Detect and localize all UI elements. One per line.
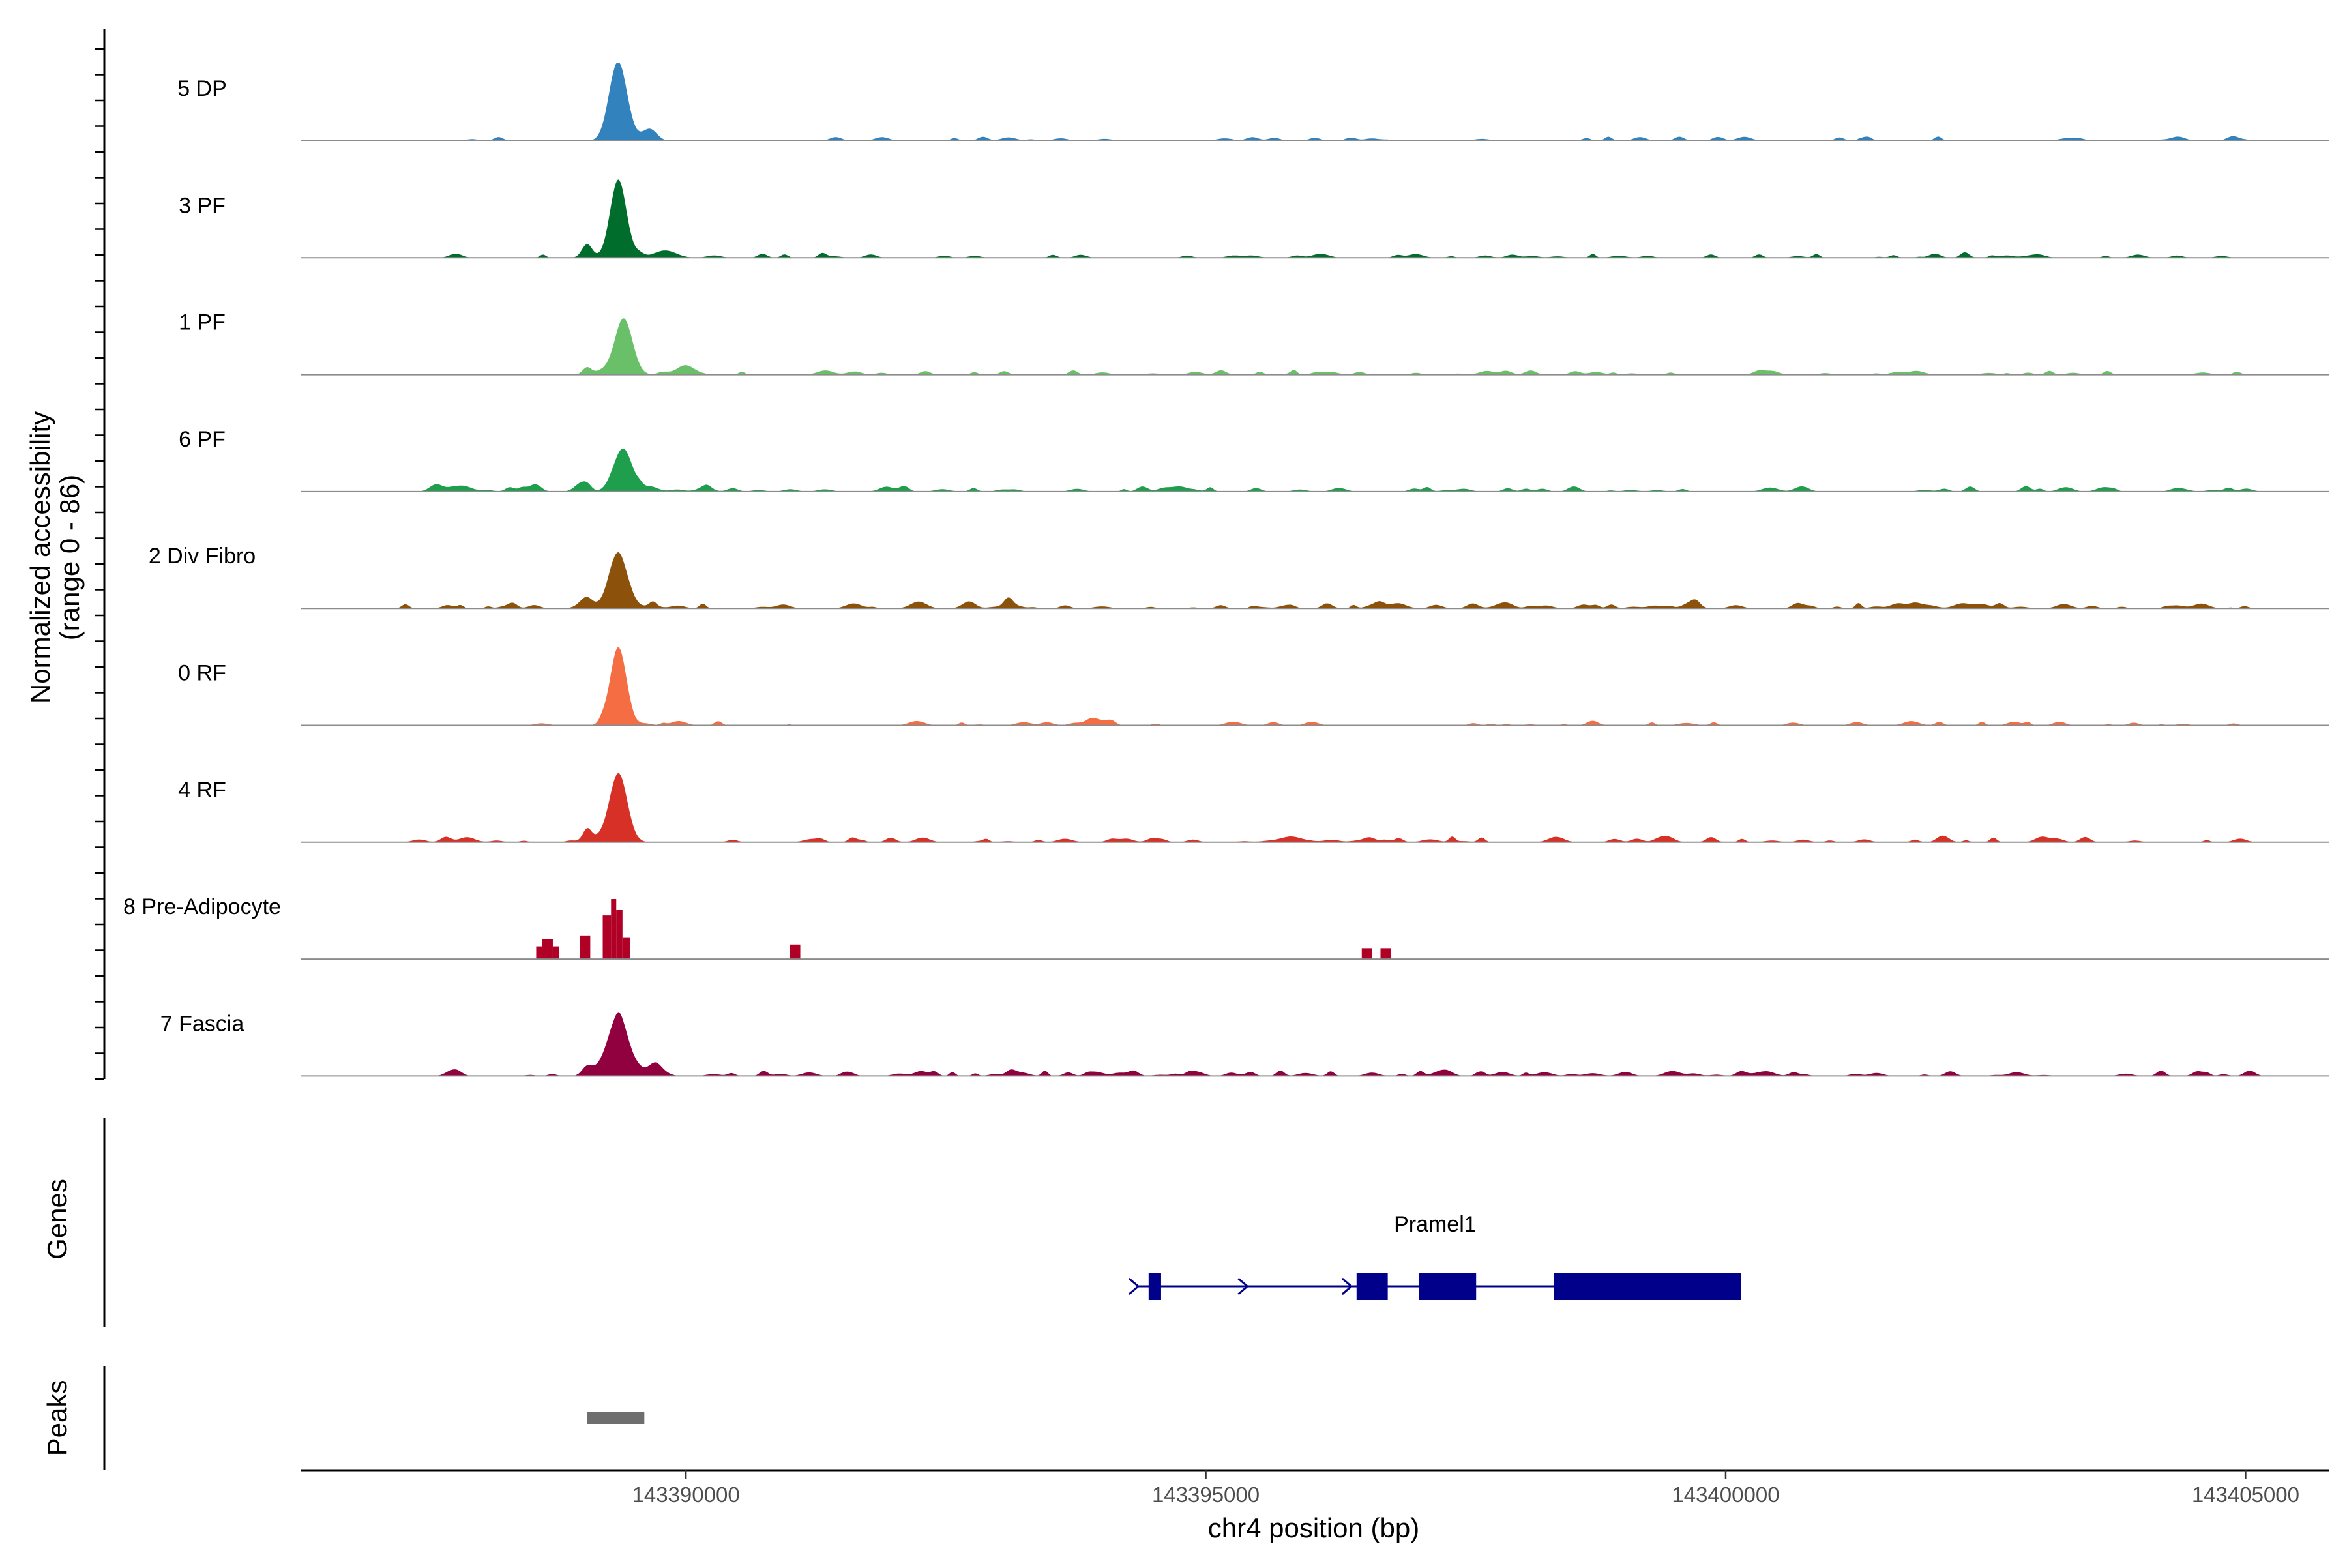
track-1-pf: 1 PF [179,310,2329,376]
x-axis: chr4 position (bp) 143390000 143395000 143… [301,1469,2329,1543]
peaks-axis-title: Peaks [42,1380,72,1457]
coverage-block [616,910,623,960]
strand-arrow [1128,1277,1140,1295]
y-axis-title-line1: Normalized accessibility [25,411,55,703]
y-axis-ticks [95,29,106,1080]
coverage-area-5-dp [301,63,2329,141]
coverage-area-3-pf [301,179,2329,258]
track-0-rf: 0 RF [178,647,2329,726]
coverage-tracks: 5 DP 3 PF 1 PF 6 PF 2 Div Fibro 0 RF 4 RF 8 Pre… [123,63,2329,1077]
track-label-5-dp: 5 DP [177,76,227,101]
peaks-panel: Peaks [42,1366,645,1470]
track-6-pf: 6 PF [179,427,2329,492]
x-tick-label: 143400000 [1672,1483,1779,1507]
coverage-block [622,937,630,960]
gene-exon [1148,1273,1161,1300]
track-label-6-pf: 6 PF [179,427,226,452]
genes-panel: Genes Pramel1 [42,1118,1741,1327]
coverage-area-2-div-fibro [301,552,2329,609]
coverage-block [1380,948,1391,960]
strand-arrow [1341,1277,1353,1295]
coverage-area-4-rf [301,773,2329,842]
x-tick-label: 143395000 [1152,1483,1260,1507]
track-label-3-pf: 3 PF [179,193,226,218]
track-label-2-div-fibro: 2 Div Fibro [149,544,256,569]
gene-exon [1419,1273,1477,1300]
coverage-block [552,946,559,960]
track-label-8-pre-adipocyte: 8 Pre-Adipocyte [123,895,281,919]
gene-exon [1554,1273,1741,1300]
coverage-block [580,935,591,960]
y-axis-title-line2: (range 0 - 86) [54,475,85,640]
x-tick-label: 143405000 [2192,1483,2299,1507]
track-2-div-fibro: 2 Div Fibro [149,544,2329,610]
track-label-1-pf: 1 PF [179,310,226,335]
peak-region [587,1412,645,1424]
coverage-block [536,946,543,960]
coverage-block [790,944,801,960]
track-3-pf: 3 PF [179,179,2329,259]
track-7-fascia: 7 Fascia [160,1011,2329,1077]
track-label-0-rf: 0 RF [178,661,226,686]
y-axis-title: Normalized accessibility (range 0 - 86) [25,411,85,703]
coverage-block [611,899,617,960]
genes-axis-title: Genes [42,1179,72,1260]
coverage-area-1-pf [301,318,2329,375]
x-axis-title: chr4 position (bp) [1208,1513,1420,1543]
coverage-area-0-rf [301,647,2329,726]
coverage-block [1361,948,1372,960]
track-4-rf: 4 RF [178,773,2329,843]
coverage-block [542,939,553,960]
track-5-dp: 5 DP [177,63,2329,141]
coverage-area-6-pf [301,448,2329,492]
gene-exon [1356,1273,1388,1300]
x-tick-label: 143390000 [632,1483,740,1507]
coverage-area-7-fascia [301,1012,2329,1076]
coverage-block [602,915,612,960]
track-label-7-fascia: 7 Fascia [160,1011,244,1036]
track-8-pre-adipocyte: 8 Pre-Adipocyte [123,895,2329,960]
track-label-4-rf: 4 RF [178,778,226,803]
strand-arrow [1237,1277,1249,1295]
gene-label-pramel1: Pramel1 [1394,1212,1477,1237]
